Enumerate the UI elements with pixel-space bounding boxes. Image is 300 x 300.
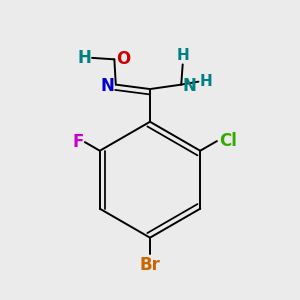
Text: O: O: [116, 50, 130, 68]
Text: Cl: Cl: [219, 132, 237, 150]
Text: N: N: [183, 77, 196, 95]
Text: Br: Br: [140, 256, 160, 274]
Text: H: H: [176, 48, 189, 63]
Text: H: H: [200, 74, 213, 89]
Text: N: N: [100, 77, 114, 95]
Text: H: H: [77, 49, 91, 67]
Text: F: F: [72, 133, 83, 151]
